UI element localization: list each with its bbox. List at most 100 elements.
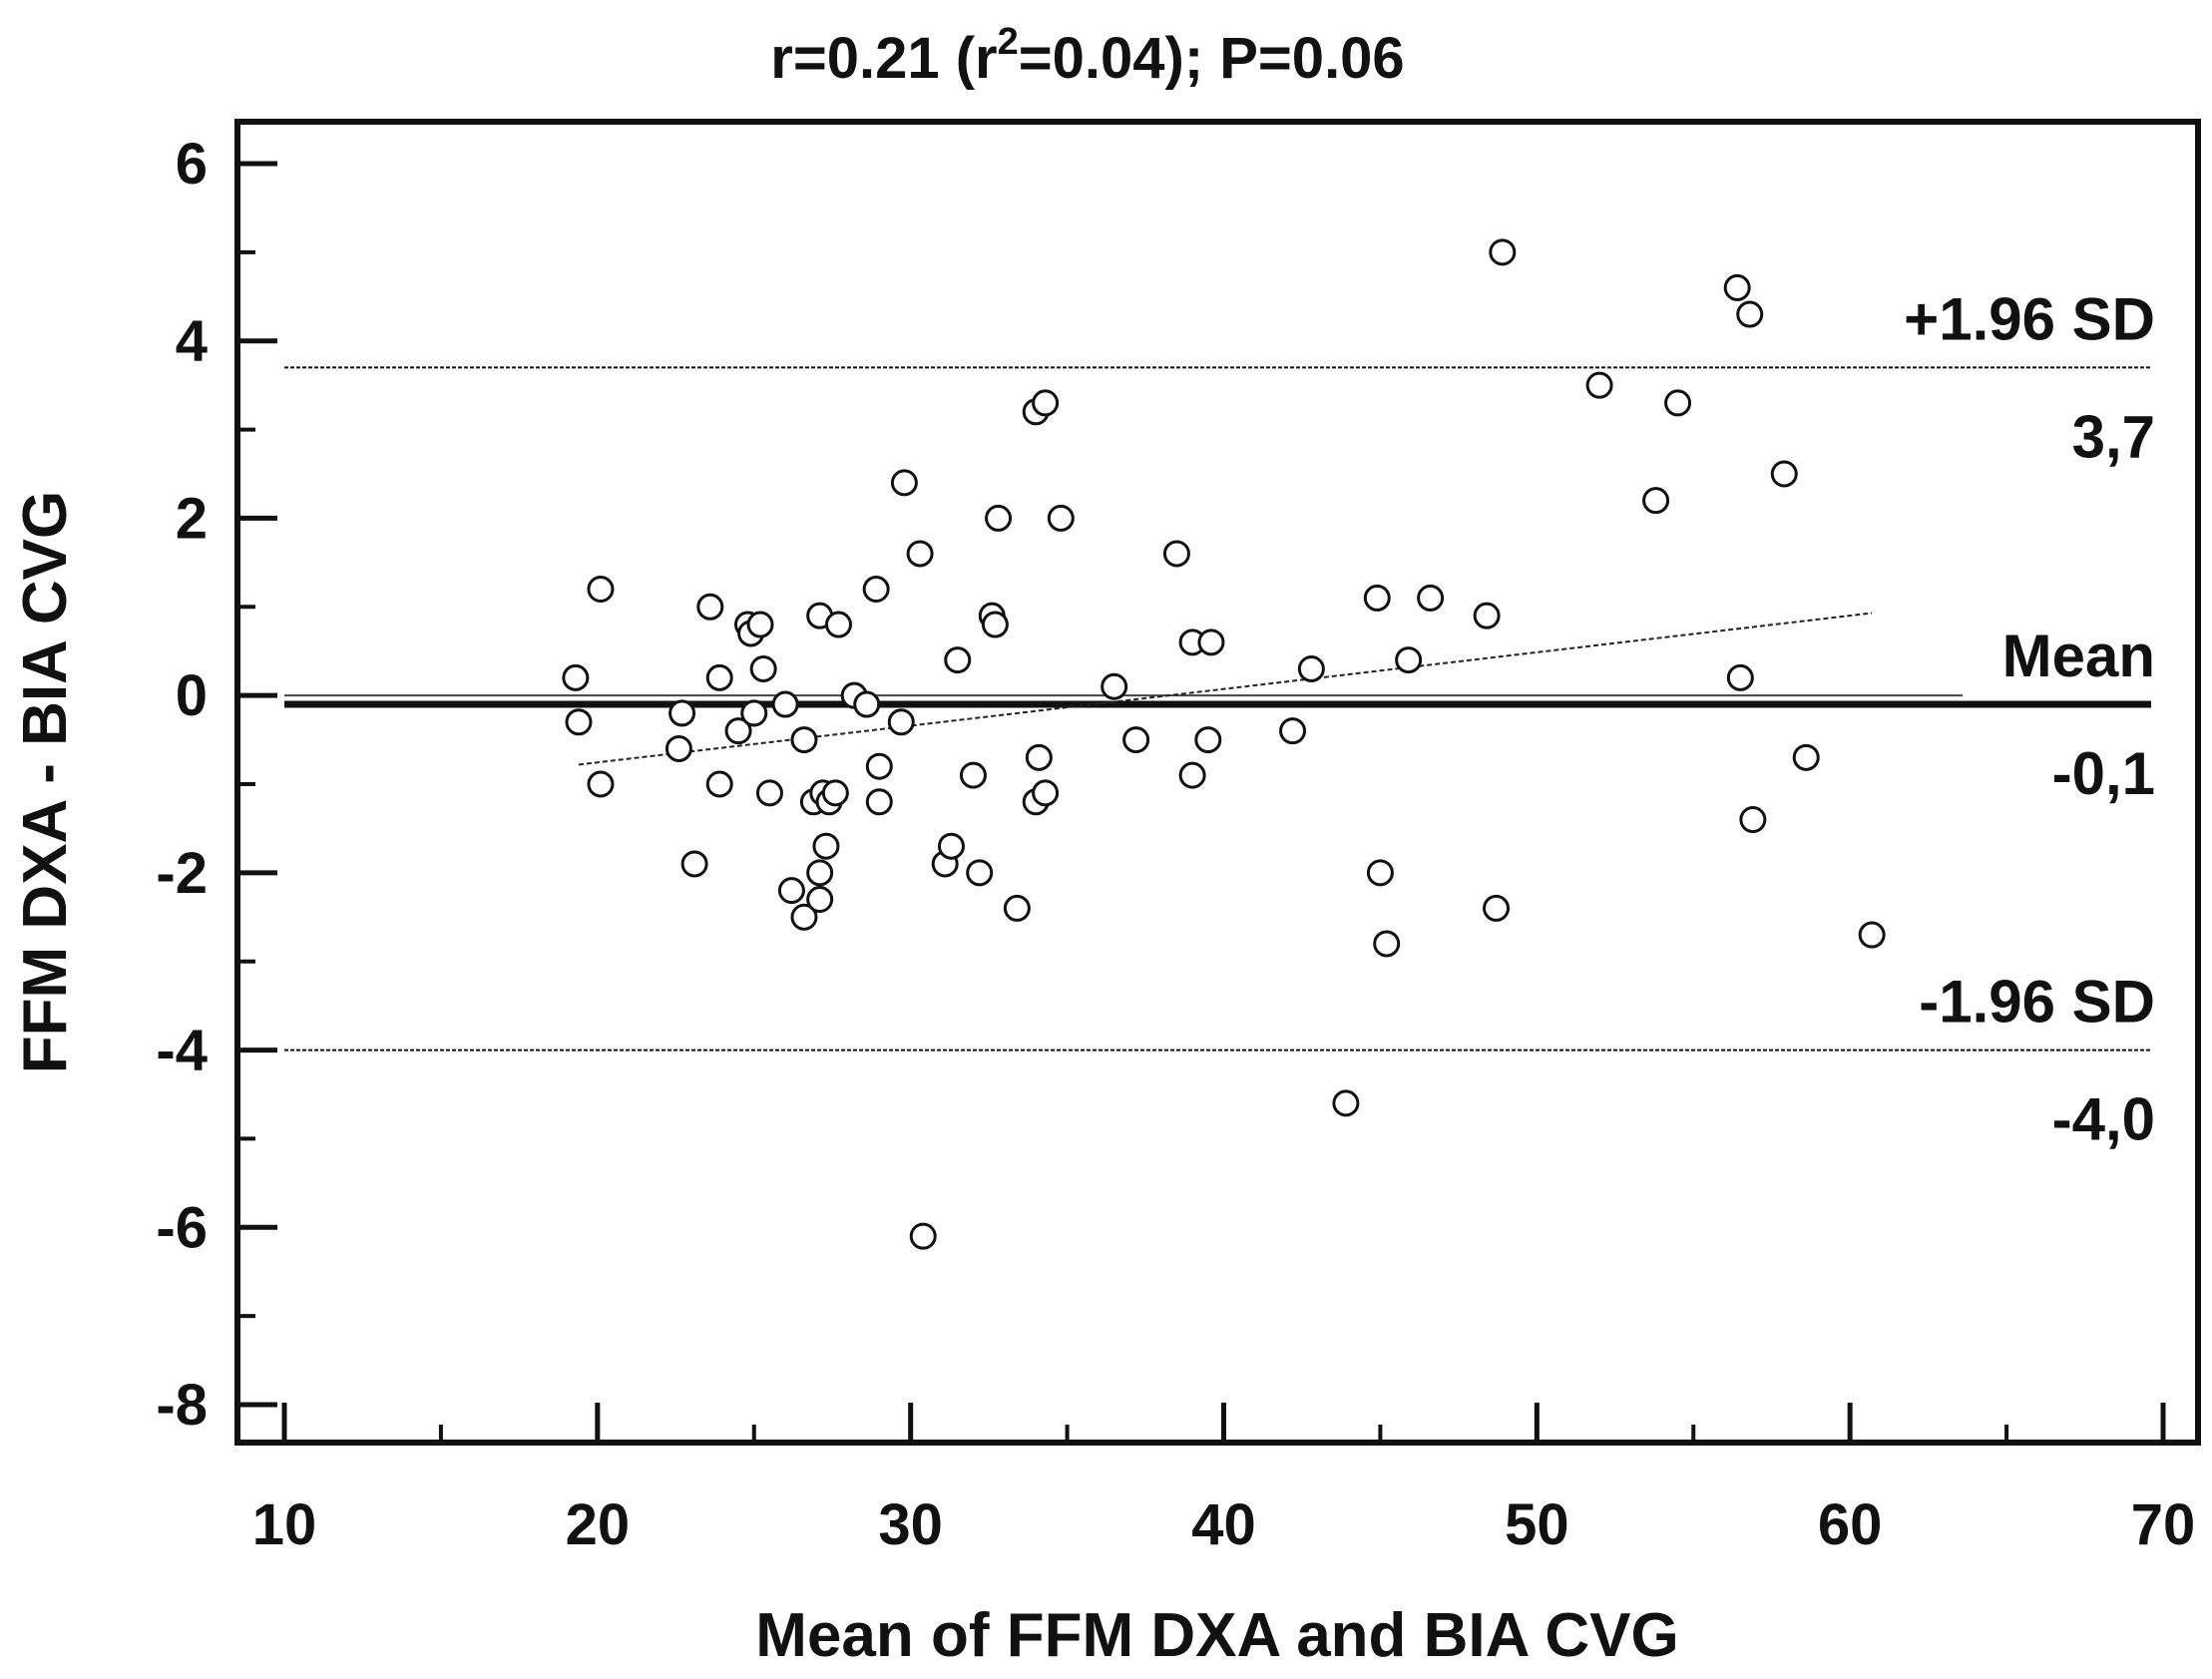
- data-point: [1047, 504, 1075, 532]
- data-point: [724, 717, 752, 745]
- data-point: [1642, 487, 1670, 515]
- y-axis-label: FFM DXA - BIA CVG: [11, 491, 80, 1073]
- data-point: [668, 699, 696, 727]
- data-point: [771, 690, 799, 718]
- data-point: [944, 646, 972, 674]
- y-tick-label: 6: [176, 132, 208, 197]
- data-point: [1122, 726, 1150, 754]
- line-annotations: +1.96 SD 3,7 Mean -0,1 -1.96 SD -4,0: [1904, 285, 2155, 1152]
- data-point: [777, 877, 805, 905]
- data-point: [790, 726, 818, 754]
- data-point: [890, 469, 918, 497]
- x-tick-label: 20: [566, 1492, 631, 1557]
- data-point: [865, 788, 893, 816]
- data-point: [562, 663, 590, 691]
- data-point: [865, 752, 893, 780]
- ref-value-mean: -0,1: [2052, 740, 2155, 807]
- y-tick-label: -4: [156, 1019, 208, 1083]
- data-point: [1736, 300, 1764, 328]
- data-point: [1332, 1089, 1360, 1117]
- x-tick-label: 50: [1505, 1492, 1569, 1557]
- y-tick-label: 4: [176, 309, 208, 374]
- data-point: [1197, 629, 1225, 656]
- x-tick-label: 60: [1818, 1492, 1883, 1557]
- data-point: [565, 708, 593, 736]
- data-point: [749, 654, 777, 682]
- data-point: [1395, 646, 1423, 674]
- data-point: [1373, 930, 1401, 958]
- ref-value-1-96-sd: 3,7: [2072, 403, 2155, 470]
- data-point: [806, 859, 834, 887]
- regression-line: [578, 612, 1873, 766]
- data-point: [909, 1222, 937, 1250]
- data-point: [821, 779, 849, 807]
- data-point: [1363, 584, 1391, 612]
- data-point: [680, 850, 708, 878]
- data-point: [812, 832, 840, 860]
- y-tick-label: 2: [176, 486, 208, 551]
- data-point: [1366, 859, 1394, 887]
- y-tick-label: -2: [156, 841, 208, 906]
- data-point: [1739, 806, 1767, 834]
- ref-label-1-96-sd: +1.96 SD: [1904, 285, 2155, 352]
- data-point: [1032, 389, 1060, 417]
- data-points: [562, 238, 1886, 1250]
- data-point: [1178, 761, 1206, 789]
- data-point: [1003, 894, 1031, 922]
- ref-value-1-96-sd: -4,0: [2052, 1086, 2155, 1153]
- x-tick-label: 70: [2131, 1492, 2196, 1557]
- data-point: [937, 832, 965, 860]
- data-point: [853, 690, 881, 718]
- ref-label-1-96-sd: -1.96 SD: [1919, 969, 2155, 1036]
- x-axis-label: Mean of FFM DXA and BIA CVG: [755, 1601, 1678, 1670]
- ref-label-mean: Mean: [2002, 623, 2155, 689]
- data-point: [1858, 921, 1886, 949]
- data-point: [1726, 663, 1754, 691]
- data-point: [1297, 654, 1325, 682]
- data-point: [1279, 717, 1307, 745]
- data-point: [1473, 602, 1501, 630]
- data-point: [1664, 389, 1692, 417]
- data-point: [740, 699, 768, 727]
- data-point: [1417, 584, 1445, 612]
- x-tick-label: 10: [252, 1492, 317, 1557]
- data-point: [981, 611, 1009, 638]
- data-point: [587, 770, 615, 798]
- data-point: [1025, 743, 1053, 771]
- data-point: [887, 708, 915, 736]
- x-tick-label: 30: [878, 1492, 943, 1557]
- chart-title: r=0.21 (r2=0.04); P=0.06: [770, 21, 1404, 91]
- data-point: [985, 504, 1013, 532]
- data-point: [705, 663, 733, 691]
- data-point: [1032, 779, 1060, 807]
- data-point: [1770, 460, 1798, 488]
- y-tick-label: -8: [156, 1373, 208, 1438]
- data-point: [1194, 726, 1222, 754]
- data-point: [966, 859, 994, 887]
- data-point: [705, 770, 733, 798]
- data-point: [1489, 238, 1517, 266]
- data-point: [1792, 743, 1820, 771]
- data-point: [806, 886, 834, 914]
- y-tick-label: -6: [156, 1195, 208, 1260]
- data-point: [862, 576, 890, 604]
- data-point: [1162, 540, 1190, 568]
- data-point: [959, 761, 987, 789]
- data-point: [755, 779, 783, 807]
- data-point: [1723, 273, 1751, 301]
- y-tick-label: 0: [176, 663, 208, 728]
- data-point: [906, 540, 934, 568]
- data-point: [790, 903, 818, 931]
- data-point: [664, 734, 692, 762]
- data-point: [824, 611, 852, 638]
- data-point: [587, 576, 615, 604]
- data-point: [1585, 371, 1613, 399]
- data-point: [746, 611, 774, 638]
- chart-title-superscript: 2: [998, 21, 1019, 63]
- x-tick-label: 40: [1191, 1492, 1256, 1557]
- data-point: [1101, 672, 1128, 700]
- data-point: [696, 593, 724, 621]
